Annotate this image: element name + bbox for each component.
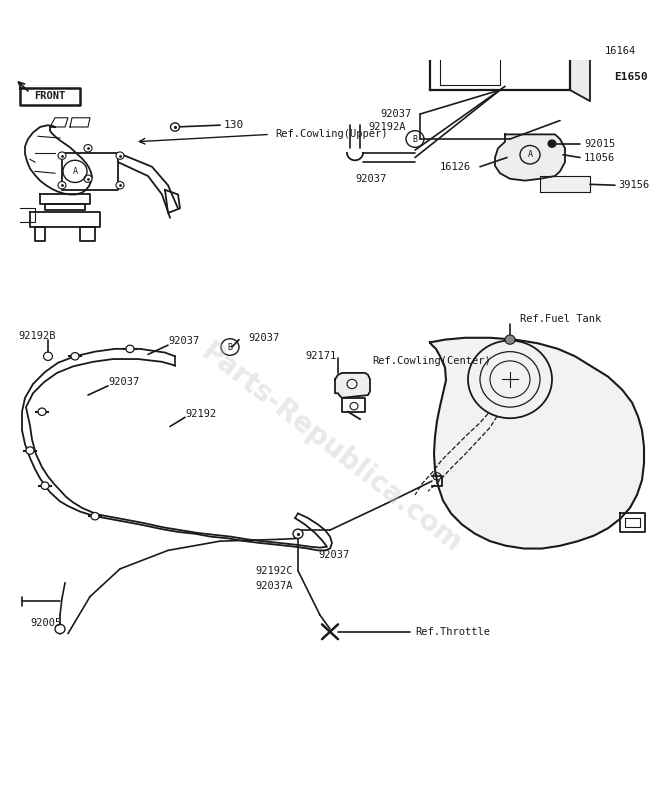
Circle shape [38,408,46,415]
Polygon shape [570,40,590,101]
Polygon shape [540,176,590,192]
Circle shape [116,182,124,189]
Circle shape [58,182,66,189]
Text: Ref.Cowling(Upper): Ref.Cowling(Upper) [275,130,387,139]
Text: Parts-Republica.com: Parts-Republica.com [195,338,467,559]
Text: 130: 130 [224,120,244,130]
Text: E1650: E1650 [614,71,648,82]
Text: 92037A: 92037A [255,581,293,590]
Polygon shape [495,134,565,181]
Text: Ref.Throttle: Ref.Throttle [415,626,490,637]
Circle shape [116,152,124,159]
Text: 39156: 39156 [618,180,649,190]
Polygon shape [335,373,370,398]
Text: 92192A: 92192A [368,122,406,132]
Circle shape [171,123,179,131]
Circle shape [58,152,66,159]
Text: Ref.Cowling(Center): Ref.Cowling(Center) [372,356,491,366]
Text: 11056: 11056 [584,153,615,162]
Circle shape [26,447,34,454]
Text: B: B [228,342,232,351]
Text: Ref.Fuel Tank: Ref.Fuel Tank [520,314,601,324]
Text: A: A [528,150,532,159]
Text: 92037: 92037 [108,377,139,387]
Text: B: B [412,134,418,143]
Circle shape [44,352,52,361]
Circle shape [71,353,79,360]
Text: 92005: 92005 [30,618,62,627]
Circle shape [41,482,49,490]
Circle shape [505,335,515,344]
Circle shape [84,175,92,182]
Text: 16164: 16164 [605,46,636,56]
Text: 92192C: 92192C [255,566,293,576]
Text: 92037: 92037 [380,109,411,119]
Text: 92192: 92192 [185,409,216,418]
Text: 92015: 92015 [584,138,615,149]
Circle shape [293,529,303,538]
Text: FRONT: FRONT [34,91,66,102]
Circle shape [126,345,134,353]
Text: A: A [73,167,77,176]
Text: 92037: 92037 [318,550,350,560]
Text: 92171: 92171 [305,351,336,362]
Circle shape [91,513,99,520]
Polygon shape [430,40,590,51]
Circle shape [55,624,65,634]
Circle shape [84,145,92,152]
Text: 92037: 92037 [248,333,279,342]
Text: 92037: 92037 [168,337,199,346]
Text: 16126: 16126 [440,162,471,172]
Polygon shape [430,338,644,549]
Circle shape [548,140,556,147]
Text: 92037: 92037 [355,174,386,184]
Text: 92192B: 92192B [18,331,56,341]
